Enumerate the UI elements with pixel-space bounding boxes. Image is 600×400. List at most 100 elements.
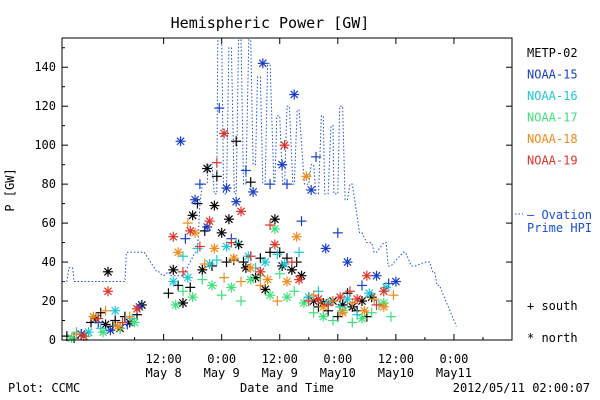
point-noaa-19-1 [93,313,104,324]
point-noaa-17-22 [318,311,329,322]
point-noaa-15-18 [277,159,288,170]
legend-entry-noaa-19: NOAA-19 [527,154,578,168]
point-noaa-17-23 [327,315,338,326]
point-noaa-19-10 [211,157,222,168]
point-noaa-18-11 [228,253,239,264]
point-noaa-19-11 [219,128,230,139]
x-tick-date-2: May 9 [262,366,298,380]
point-noaa-16-3 [110,305,121,316]
point-noaa-17-19 [289,286,300,297]
point-noaa-18-12 [236,276,247,287]
point-metp-02-32 [231,136,242,147]
point-noaa-18-27 [378,301,389,312]
point-noaa-15-10 [214,103,225,114]
point-noaa-15-22 [306,184,317,195]
legend-entry-noaa-15: NOAA-15 [527,68,578,82]
ovation-layer [63,37,523,327]
point-noaa-16-17 [279,259,290,270]
point-noaa-19-8 [194,241,205,252]
north-symbol-legend: * north [527,331,578,345]
point-noaa-16-7 [182,272,193,283]
x-tick-date-1: May 9 [204,366,240,380]
x-tick-date-4: May10 [378,366,414,380]
point-noaa-17-9 [207,280,217,291]
point-noaa-19-19 [286,257,297,268]
point-noaa-16-25 [364,288,375,299]
point-noaa-17-26 [357,313,367,324]
point-noaa-17-10 [216,290,227,301]
point-metp-02-30 [223,214,234,225]
point-metp-02-5 [95,307,106,318]
x-tick-time-1: 0:00 [207,352,236,366]
point-noaa-19-7 [185,225,196,236]
point-noaa-17-17 [274,268,285,279]
point-noaa-18-1 [88,311,99,322]
point-noaa-17-13 [245,274,256,285]
point-noaa-16-16 [272,249,283,260]
point-metp-02-22 [197,264,208,275]
point-noaa-17-25 [347,317,358,328]
point-noaa-19-27 [361,270,372,281]
point-noaa-17-2 [98,327,109,338]
point-noaa-18-10 [219,272,230,283]
x-tick-time-5: 0:00 [439,352,468,366]
point-noaa-17-7 [187,292,198,303]
point-noaa-19-17 [269,239,280,250]
point-noaa-18-9 [209,243,220,254]
point-noaa-16-5 [168,276,179,287]
legend-entry-noaa-17: NOAA-17 [527,111,578,125]
y-tick-label-4: 80 [42,177,56,191]
point-metp-02-16 [168,264,179,275]
point-noaa-17-18 [282,292,292,303]
point-noaa-15-23 [311,151,322,162]
point-metp-02-41 [269,214,280,225]
point-noaa-19-16 [265,220,276,231]
point-noaa-18-15 [262,274,273,285]
point-noaa-16-8 [192,243,203,254]
point-noaa-15-7 [190,194,201,205]
point-noaa-18-17 [282,276,292,287]
ovation-label-line1: – Ovation [527,208,592,222]
point-noaa-15-24 [320,243,331,254]
point-noaa-19-15 [255,266,266,277]
point-noaa-17-8 [197,274,208,285]
point-noaa-17-6 [177,286,188,297]
y-tick-label-7: 140 [34,60,56,74]
legend-entry-metp-02: METP-02 [527,46,578,60]
x-tick-date-3: May10 [320,366,356,380]
x-tick-time-3: 0:00 [323,352,352,366]
point-noaa-15-3 [122,319,133,330]
point-noaa-19-26 [352,294,363,305]
y-tick-label-2: 40 [42,255,56,269]
point-noaa-18-18 [291,231,302,242]
x-tick-time-2: 12:00 [262,352,298,366]
point-noaa-19-6 [177,266,188,277]
point-noaa-15-27 [357,280,367,291]
point-noaa-18-21 [318,301,329,312]
point-noaa-17-21 [308,307,319,318]
legend-entry-noaa-18: NOAA-18 [527,132,578,146]
point-noaa-18-14 [255,280,266,291]
point-noaa-18-0 [71,329,82,340]
point-noaa-16-15 [260,257,271,268]
legend: METP-02 NOAA-15 NOAA-16 NOAA-17 NOAA-18 NOAA-… [527,46,578,168]
point-metp-02-42 [274,247,285,258]
point-noaa-19-25 [344,286,355,297]
point-noaa-15-13 [231,196,242,207]
point-metp-02-26 [209,200,220,211]
point-noaa-15-25 [332,227,343,238]
point-noaa-18-23 [337,307,348,318]
point-metp-02-27 [211,171,222,182]
point-noaa-15-14 [240,165,251,176]
x-tick-date-5: May11 [436,366,472,380]
point-noaa-18-19 [301,171,312,182]
point-metp-02-15 [163,288,174,299]
x-tick-date-0: May 8 [146,366,182,380]
point-metp-02-33 [233,239,244,250]
point-noaa-17-5 [170,299,181,310]
point-noaa-15-28 [371,270,382,281]
point-noaa-15-5 [175,136,186,147]
point-noaa-15-21 [296,216,307,227]
point-noaa-15-19 [282,179,292,190]
point-metp-02-24 [202,163,213,174]
